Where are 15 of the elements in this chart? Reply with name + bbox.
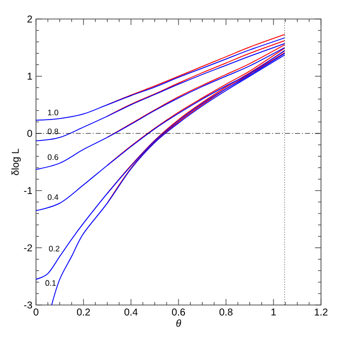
- x-tick-label: 0.6: [172, 308, 185, 316]
- x-tick-label: 0.8: [219, 308, 232, 316]
- y-tick-label: -1: [24, 187, 32, 194]
- x-tick-label: 0: [34, 308, 38, 316]
- x-tick-label: 1.2: [314, 308, 328, 316]
- x-tick-label: 0.2: [76, 308, 90, 316]
- y-tick-label: -2: [24, 244, 32, 252]
- x-axis-title: θ: [176, 319, 182, 327]
- y-tick-label: -3: [24, 301, 32, 309]
- y-axis-title: δlog L: [11, 148, 21, 176]
- x-tick-label: 1: [272, 308, 276, 316]
- x-tick-label: 0.4: [124, 308, 138, 316]
- y-tick-label: 1: [28, 72, 32, 80]
- y-tick-label: 0: [27, 130, 32, 137]
- y-tick-label: 2: [27, 16, 32, 22]
